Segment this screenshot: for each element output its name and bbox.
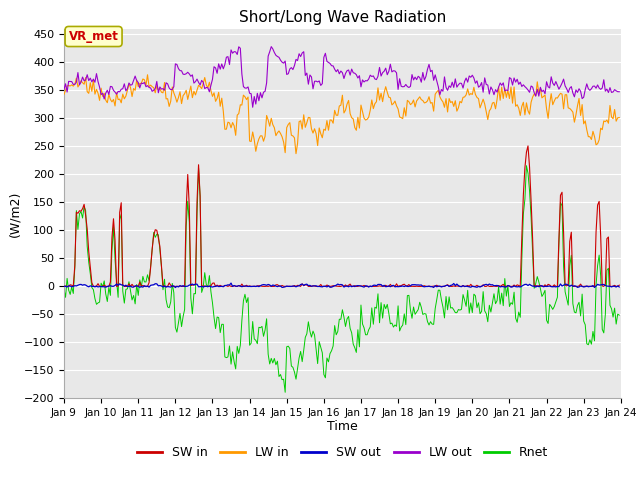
X-axis label: Time: Time	[327, 420, 358, 432]
Legend: SW in, LW in, SW out, LW out, Rnet: SW in, LW in, SW out, LW out, Rnet	[132, 441, 553, 464]
Text: VR_met: VR_met	[68, 30, 118, 43]
Title: Short/Long Wave Radiation: Short/Long Wave Radiation	[239, 10, 446, 25]
Y-axis label: (W/m2): (W/m2)	[8, 191, 21, 237]
